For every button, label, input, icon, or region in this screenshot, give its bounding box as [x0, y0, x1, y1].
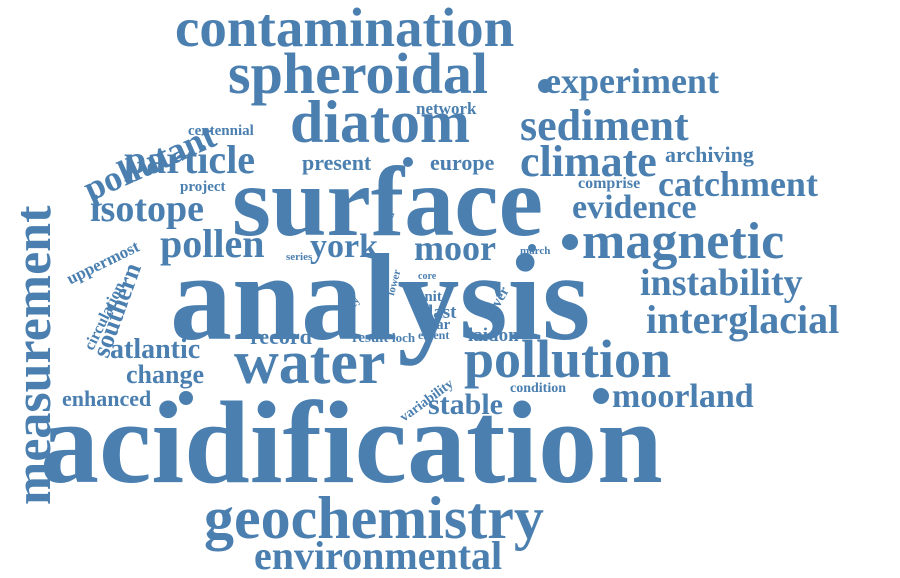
- word-york: york: [310, 228, 378, 265]
- word-year: year: [422, 317, 451, 333]
- word-record: record: [250, 324, 312, 349]
- word-particle: particle: [124, 137, 256, 182]
- word-magnetic: magnetic: [582, 213, 785, 270]
- word-interglacial: interglacial: [646, 297, 840, 342]
- dot-1: [538, 79, 552, 93]
- word-spheroidal: spheroidal: [228, 41, 489, 106]
- word-environmental: environmental: [254, 533, 503, 578]
- word-instability: instability: [640, 262, 803, 304]
- word-moorland: moorland: [612, 378, 754, 415]
- word-isotope: isotope: [90, 188, 204, 230]
- word-march: march: [520, 245, 551, 257]
- word-climate: climate: [520, 137, 657, 186]
- word-water: water: [234, 329, 386, 397]
- word-analysis: analysis: [170, 229, 591, 366]
- word-archiving: archiving: [665, 142, 754, 167]
- word-network: network: [416, 99, 477, 118]
- word-experiment: experiment: [545, 61, 719, 101]
- word-loch: loch: [392, 330, 416, 345]
- dot-4: [179, 391, 193, 405]
- word-condition: condition: [510, 381, 567, 396]
- word-atlantic: atlantic: [110, 334, 201, 365]
- word-contamination: contamination: [175, 0, 515, 58]
- dot-6: [528, 244, 536, 252]
- word-extent: extent: [418, 328, 450, 342]
- word-enhanced: enhanced: [62, 386, 152, 411]
- word-comprise: comprise: [578, 175, 641, 192]
- word-series: series: [286, 251, 313, 263]
- dot-3: [562, 234, 578, 250]
- word-centennial: centennial: [188, 123, 254, 139]
- word-result: result: [352, 330, 389, 346]
- word-geochemistry: geochemistry: [204, 485, 544, 551]
- word-sediment: sediment: [520, 101, 689, 150]
- word-moor: moor: [414, 228, 496, 268]
- word-europe: europe: [430, 150, 495, 175]
- word-catchment: catchment: [658, 164, 818, 204]
- word-evidence: evidence: [572, 189, 697, 226]
- word-surface: surface: [232, 146, 543, 257]
- word-present: present: [302, 150, 372, 175]
- word-pollen: pollen: [160, 221, 265, 266]
- word-last: last: [428, 302, 457, 323]
- word-acidification: acidification: [40, 377, 663, 508]
- word-core: core: [418, 271, 437, 282]
- word-stable: stable: [428, 388, 503, 421]
- word-pollution: pollution: [464, 329, 672, 389]
- word-diatom: diatom: [290, 89, 470, 155]
- word-laidon: laidon: [468, 325, 519, 346]
- dot-5: [593, 388, 609, 404]
- word-project: project: [180, 179, 226, 195]
- dot-2: [403, 157, 413, 167]
- word-change: change: [126, 360, 204, 389]
- word-unit: unit: [416, 289, 442, 305]
